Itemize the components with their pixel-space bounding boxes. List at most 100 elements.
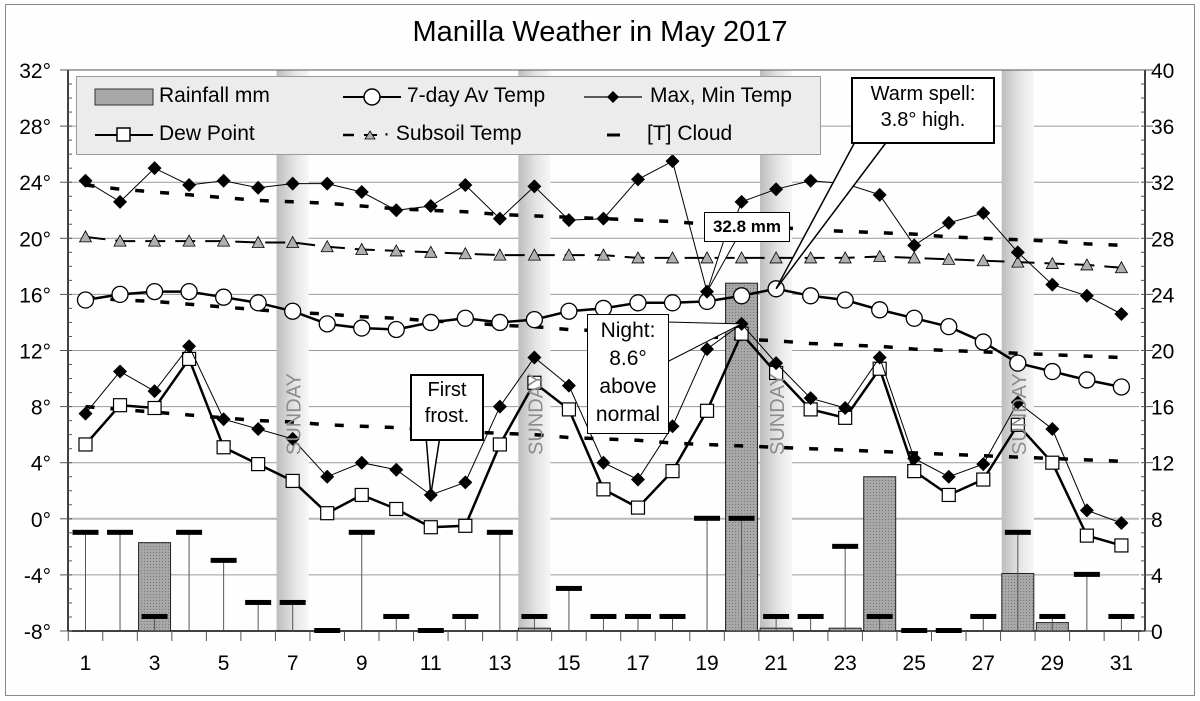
maxmin-marker [527, 350, 542, 365]
rain-total-label: 32.8 mm [712, 217, 782, 236]
maxmin-marker [458, 475, 473, 490]
maxmin-marker [1010, 395, 1025, 410]
y-left-tick-label: 24° [19, 172, 51, 195]
night-callout: Night: 8.6° above normal [587, 314, 669, 434]
maxmin-marker [941, 215, 956, 230]
maxmin-marker [320, 176, 335, 191]
maxmin-marker [561, 213, 576, 228]
maxmin-marker [113, 364, 128, 379]
y-right-tick-label: 32 [1151, 172, 1174, 195]
maxmin-marker [769, 356, 784, 371]
cloud-bar [210, 557, 237, 563]
rainfall-bar [863, 476, 897, 632]
y-left-tick-label: 32° [19, 60, 51, 83]
maxmin-marker [216, 412, 231, 427]
triangle-marker-icon [364, 130, 376, 140]
legend-rainfall: Rainfall mm [159, 84, 270, 107]
legend-symbols [94, 88, 642, 142]
avg7-marker [732, 287, 751, 305]
maxmin-marker [596, 211, 611, 226]
subsoil-marker [734, 251, 749, 264]
dew-marker [907, 464, 922, 479]
maxmin-marker [147, 161, 162, 176]
cloud-bar [832, 543, 859, 549]
night-pointer [666, 321, 742, 363]
x-tick-label: 1 [80, 652, 92, 675]
y-right-tick-label: 20 [1151, 341, 1174, 364]
maxmin-marker [1114, 516, 1129, 531]
avg7-marker [629, 294, 647, 312]
maxmin-marker [803, 173, 818, 188]
maxmin-marker [320, 469, 335, 484]
dew-marker [596, 482, 611, 497]
subsoil-marker [562, 248, 576, 261]
subsoil-marker [1011, 255, 1025, 268]
subsoil-marker [78, 230, 93, 243]
subsoil-marker [631, 251, 645, 264]
avg7-marker [974, 333, 992, 351]
cloud-bar [590, 613, 617, 619]
callout-pointers [425, 139, 889, 496]
subsoil-marker [493, 248, 507, 261]
subsoil-marker [286, 235, 300, 248]
first-frost-line1: First [427, 379, 467, 401]
maxmin-marker [78, 173, 93, 188]
x-tick-label: 9 [356, 652, 368, 675]
x-tick-label: 31 [1110, 652, 1133, 675]
maxmin-marker [1079, 288, 1094, 303]
cloud-bar [452, 613, 479, 619]
y-right-tick-label: 0 [1151, 621, 1163, 644]
maxmin-marker [941, 469, 956, 484]
maxmin-marker [182, 178, 197, 193]
y-left-tick-label: 28° [19, 116, 51, 139]
chart-title: Manilla Weather in May 2017 [412, 16, 788, 48]
dew-marker [285, 473, 300, 489]
maxmin-marker [1114, 307, 1129, 322]
maxmin-marker [285, 431, 300, 446]
subsoil-marker [389, 244, 403, 257]
cloud-bar [521, 613, 548, 619]
maxmin-marker [976, 206, 991, 221]
warm-spell-callout: Warm spell: 3.8° high. [851, 77, 995, 144]
subsoil-marker [1114, 260, 1129, 274]
y-left-tick-label: 8° [31, 397, 51, 420]
maxmin-marker [492, 399, 507, 414]
subsoil-marker [216, 234, 231, 247]
subsoil-marker [251, 235, 265, 248]
y-right-tick-label: 16 [1151, 397, 1174, 420]
avg7-marker [214, 288, 233, 306]
subsoil-marker [976, 253, 990, 267]
maxmin-marker [1045, 422, 1060, 437]
y-left-tick-label: 20° [19, 228, 51, 251]
cloud-bar [1039, 613, 1066, 619]
avg7-marker [422, 313, 440, 332]
avg7-marker [1112, 378, 1131, 396]
subsoil-marker [942, 252, 956, 265]
x-tick-label: 15 [557, 652, 580, 675]
dew-marker [389, 501, 404, 517]
subsoil-marker [769, 251, 783, 264]
y-left-tick-label: 0° [31, 509, 51, 532]
avg7-marker [318, 315, 336, 333]
dew-marker [320, 506, 335, 521]
maxmin-marker [907, 238, 922, 253]
subsoil-marker [838, 251, 852, 264]
x-tick-label: 23 [833, 652, 856, 675]
dew-marker [665, 464, 680, 479]
avg7-marker [76, 291, 95, 309]
cloud-bar [245, 599, 272, 605]
subsoil-marker [355, 242, 369, 255]
dew-marker [561, 402, 577, 417]
maxmin-marker [423, 199, 438, 214]
legend-subsoil: · Subsoil Temp [383, 122, 522, 145]
cloud-bar [694, 515, 721, 521]
avg7-marker [1009, 354, 1027, 372]
y-left-tick-label: 16° [19, 284, 51, 307]
cloud-bar [176, 529, 203, 535]
subsoil-marker [700, 251, 714, 264]
avg7-marker [560, 302, 578, 320]
subsoil-marker [596, 248, 611, 261]
maxmin-marker [630, 472, 645, 487]
cloud-bar [417, 628, 444, 633]
avg7-marker [145, 282, 164, 301]
